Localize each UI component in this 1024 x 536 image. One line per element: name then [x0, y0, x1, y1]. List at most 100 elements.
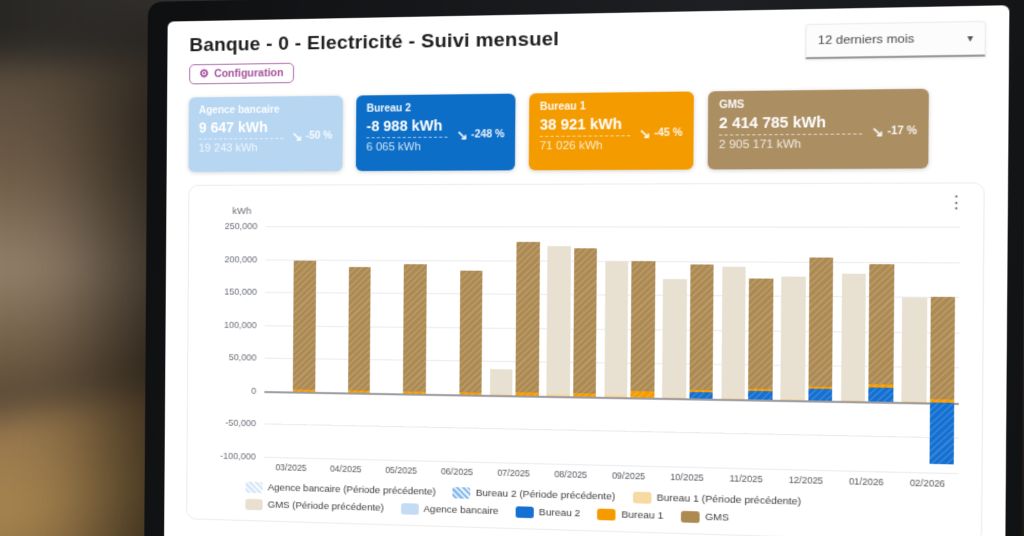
bar-segment[interactable]: [808, 257, 834, 388]
kpi-divider: [718, 133, 863, 136]
bar-segment[interactable]: [808, 389, 833, 401]
bar-segment[interactable]: [929, 402, 955, 465]
legend-item[interactable]: GMS: [680, 510, 730, 524]
kpi-previous-value: 19 243 kWh: [198, 142, 258, 155]
bar-segment[interactable]: [630, 391, 655, 398]
legend-swatch: [680, 510, 700, 523]
bar-segment[interactable]: [689, 263, 714, 391]
legend-label: GMS (Période précédente): [267, 499, 385, 514]
chart-card: ⋮ kWh 250,000 200,000 150,000 100,000 50,000…: [186, 182, 985, 536]
kpi-card-bureau-1[interactable]: Bureau 1 38 921 kWh 71 026 kWh ↘ -45 %: [528, 91, 694, 171]
legend-swatch: [245, 498, 263, 511]
legend-item[interactable]: Bureau 2: [515, 506, 581, 520]
page-title: Banque - 0 - Electricité - Suivi mensuel: [189, 28, 560, 57]
previous-period-bar: [780, 227, 806, 470]
bar-segment[interactable]: [489, 369, 513, 394]
legend-swatch: [400, 503, 419, 515]
bar-group-12-2025: [776, 227, 838, 471]
current-period-bar: [630, 226, 656, 466]
legend-item[interactable]: Agence bancaire (Période précédente): [245, 481, 436, 498]
bar-segment[interactable]: [403, 391, 426, 394]
bar-segment[interactable]: [293, 260, 316, 390]
bar-segment[interactable]: [403, 264, 427, 392]
laptop-bezel: Banque - 0 - Electricité - Suivi mensuel…: [144, 0, 1024, 536]
current-period-bar: [808, 227, 834, 471]
gear-icon: ⚙: [199, 67, 210, 80]
previous-period-bar: [721, 227, 746, 469]
bar-segment[interactable]: [721, 266, 746, 398]
bar-segment[interactable]: [604, 261, 629, 396]
bar-group-07-2025: [485, 226, 544, 463]
x-tick-label: 11/2025: [729, 473, 763, 485]
bar-segment[interactable]: [347, 390, 370, 393]
legend-item[interactable]: Agence bancaire: [400, 503, 499, 517]
bar-segment[interactable]: [689, 391, 713, 399]
legend-item[interactable]: GMS (Période précédente): [245, 498, 385, 514]
bar-segment[interactable]: [347, 267, 371, 391]
bar-segment[interactable]: [604, 394, 628, 398]
kpi-name: Bureau 1: [539, 101, 586, 114]
bar-segment[interactable]: [929, 399, 955, 403]
current-period-bar: [347, 226, 371, 459]
bar-segment[interactable]: [929, 296, 956, 400]
legend-item[interactable]: Bureau 1 (Période précédente): [632, 491, 801, 508]
current-period-bar: [748, 227, 774, 469]
current-period-bar: [459, 226, 483, 462]
bar-group-11-2025: [717, 227, 778, 469]
kpi-card-bureau-2[interactable]: Bureau 2 -8 988 kWh 6 065 kWh ↘ -248 %: [355, 93, 516, 172]
bar-segment[interactable]: [515, 392, 539, 396]
kpi-value: 9 647 kWh: [198, 118, 268, 136]
bar-segment[interactable]: [748, 390, 773, 400]
x-tick-label: 03/2025: [275, 462, 307, 474]
bar-segment[interactable]: [840, 273, 867, 400]
legend-item[interactable]: Bureau 1: [597, 508, 664, 522]
kebab-menu-icon[interactable]: ⋮: [947, 193, 966, 212]
kpi-value: -8 988 kWh: [366, 117, 443, 135]
kpi-name: Bureau 2: [366, 103, 412, 115]
previous-period-bar: [546, 226, 571, 464]
bar-segment[interactable]: [546, 393, 570, 397]
dashboard-screen: Banque - 0 - Electricité - Suivi mensuel…: [164, 5, 1010, 536]
bar-segment[interactable]: [868, 383, 894, 388]
bar-segment[interactable]: [572, 248, 598, 394]
kpi-divider: [198, 137, 284, 140]
current-period-bar: [515, 226, 540, 463]
bar-segment[interactable]: [459, 270, 483, 393]
x-tick-label: 05/2025: [385, 464, 418, 476]
kpi-card-agence-bancaire[interactable]: Agence bancaire 9 647 kWh 19 243 kWh ↘ -…: [188, 95, 343, 172]
y-tick-label: 150,000: [224, 286, 258, 298]
legend-label: Bureau 1: [621, 509, 664, 522]
bar-segment[interactable]: [293, 389, 315, 392]
legend-label: Bureau 2: [538, 506, 581, 520]
kpi-previous-value: 71 026 kWh: [539, 139, 603, 153]
kpi-divider: [539, 135, 631, 137]
legend-label: GMS: [705, 511, 730, 524]
bar-segment[interactable]: [748, 277, 774, 390]
configuration-button[interactable]: ⚙ Configuration: [189, 62, 294, 85]
kpi-card-gms[interactable]: GMS 2 414 785 kWh 2 905 171 kWh ↘ -17 %: [707, 88, 929, 170]
bar-segment[interactable]: [662, 278, 687, 397]
bar-segment[interactable]: [572, 393, 596, 397]
previous-period-bar: [322, 226, 346, 459]
bar-segment[interactable]: [459, 391, 482, 395]
bar-segment[interactable]: [868, 387, 894, 402]
trend-down-icon: ↘: [871, 123, 884, 140]
bar-segment[interactable]: [515, 241, 540, 393]
bar-group-03-2025: [264, 226, 320, 458]
kpi-previous-value: 6 065 kWh: [366, 140, 421, 154]
bar-segment[interactable]: [868, 264, 894, 385]
kpi-delta-value: -45 %: [653, 127, 683, 140]
bar-segment[interactable]: [630, 261, 656, 392]
bar-segment[interactable]: [546, 246, 571, 395]
bar-segment[interactable]: [901, 298, 928, 401]
trend-down-icon: ↘: [456, 127, 468, 143]
chart-legend: Agence bancaire (Période précédente) Bure…: [245, 481, 965, 531]
legend-item[interactable]: Bureau 2 (Période précédente): [452, 487, 615, 503]
bar-segment[interactable]: [780, 276, 806, 399]
previous-period-bar: [433, 226, 457, 461]
bar-segment[interactable]: [808, 386, 833, 390]
current-period-bar: [689, 226, 714, 467]
current-period-bar: [293, 226, 316, 458]
period-select[interactable]: 12 derniers mois ▾: [805, 20, 987, 60]
y-tick-label: 250,000: [224, 221, 258, 232]
